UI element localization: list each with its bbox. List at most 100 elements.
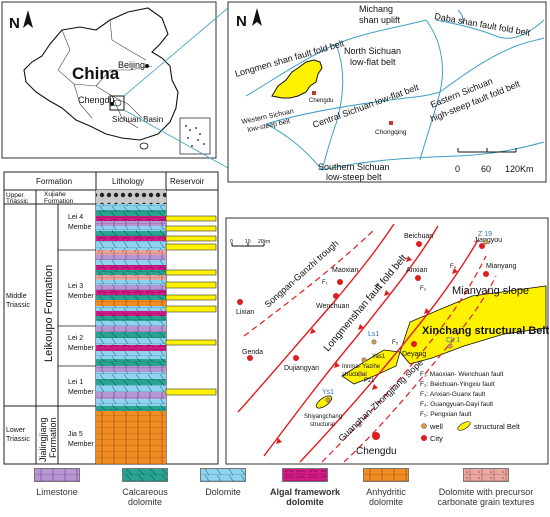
header-formation: Formation <box>36 177 72 186</box>
deyang-label: Deyang <box>402 351 426 358</box>
lithology-legend: Limestone Calcareous dolomite Dolomite A… <box>0 468 550 517</box>
detail-scale-10: 10 <box>245 239 251 245</box>
north-sichuan-label-2: low-flat belt <box>350 57 396 67</box>
sichuan-basin-box <box>109 95 125 111</box>
north-sichuan-label-1: North Sichuan <box>344 46 401 56</box>
xinchang-belt <box>399 285 547 365</box>
study-area <box>271 59 323 99</box>
dolomite-swatch <box>200 468 247 483</box>
innma-label-1: Innma- Yazihe <box>342 364 381 370</box>
detail-scale-bar: 0 10 20km <box>230 239 270 247</box>
belt-boundaries <box>245 9 545 171</box>
legend-dolomite-label: Dolomite <box>205 487 241 497</box>
reservoir-bar <box>165 305 217 313</box>
reservoir-bar <box>165 215 217 222</box>
southern-sichuan-label-1: Southern Sichuan <box>318 162 390 172</box>
beichuan-label: Beichuan <box>404 233 433 240</box>
reservoir-bar <box>165 388 217 396</box>
detail-scale-0: 0 <box>230 239 233 245</box>
lower-triassic-label-1: Lower <box>6 427 26 434</box>
legend-anhydritic-dolomite: Anhydritic dolomite <box>354 468 418 507</box>
lower-triassic-label-2: Triassic <box>6 436 30 443</box>
hainan-island <box>139 142 149 150</box>
mianyang-slope-label: Mianyang slope <box>452 285 529 297</box>
well-ys1-label: Ys1 <box>322 389 334 396</box>
xinchang-label: Xinchang structural Belt <box>422 325 549 337</box>
basin-scale-120: 120Km <box>505 164 534 174</box>
chongqing-label: Chongqing <box>375 129 407 136</box>
legend-belt-label: structural Belt <box>474 422 521 431</box>
limestone-swatch <box>34 468 81 483</box>
lei4-label-1: Lei 4 <box>68 214 83 221</box>
shiyangchang-label-1: Shiyangchang <box>304 414 342 420</box>
basin-north-arrow-icon: N <box>236 8 262 30</box>
detail-chengdu-label: Chengdu <box>356 446 397 457</box>
legend-algal-framework: Algal framework dolomite <box>262 468 348 507</box>
wenchuan-label: Wenchuan <box>316 303 349 310</box>
michang-label-1: Michang <box>359 4 393 14</box>
header-reservoir: Reservoir <box>170 177 205 186</box>
innma-label-2: structural <box>342 372 367 378</box>
lixian-label: Lixian <box>236 309 254 316</box>
basin-map-panel: N Chengdu Chongqing Michang shan uplift … <box>227 1 547 183</box>
legend-precursor-label-2: carbonate grain textures <box>437 497 535 507</box>
legend-precursor-label-1: Dolomite with precursor <box>438 487 534 497</box>
reservoir-bar <box>165 339 217 346</box>
southern-sichuan-label-2: low-steep belt <box>326 172 382 182</box>
lei1-label-2: Member <box>68 389 94 396</box>
upper-triassic-label-1: Upper <box>6 192 25 199</box>
fault-legend-f5: F₅: Pengxian fault <box>420 411 472 418</box>
south-china-sea-inset <box>179 117 211 155</box>
precursor-swatch <box>463 468 510 483</box>
algal-swatch <box>282 468 329 483</box>
middle-triassic-label-2: Triassic <box>6 302 30 309</box>
fault-legend-f2: F₂: Beichuan-Yingxiu fault <box>420 381 495 388</box>
reservoir-bar <box>165 281 217 289</box>
fault-legend-f4: F₄: Guangyuan-Dayi fault <box>420 401 493 408</box>
upper-triassic-label-2: Triassic <box>6 198 29 205</box>
jia5-label-2: Member <box>68 441 94 448</box>
well-pz1-label: Pz1 <box>364 378 375 384</box>
lei2-label-1: Lei 2 <box>68 335 83 342</box>
china-outline <box>23 7 179 141</box>
mianyang-label: Mianyang <box>486 263 516 270</box>
legend-calcareous-label-1: Calcareous <box>122 487 168 497</box>
dujiangyan-label: Dujiangyan <box>284 365 319 372</box>
china-label: China <box>72 64 120 83</box>
fault-mark-f1: F₁ <box>322 280 328 286</box>
fault-teeth <box>276 256 458 444</box>
michang-label-2: shan uplift <box>359 15 401 25</box>
basin-chengdu-label: Chengdu <box>309 98 333 104</box>
legend-precursor-dolomite: Dolomite with precursor carbonate grain … <box>426 468 546 507</box>
basin-north-label: N <box>236 13 247 30</box>
legend-limestone-label: Limestone <box>36 487 78 497</box>
reservoir-bar <box>165 243 217 251</box>
sichuan-basin-label: Sichuan Basin <box>112 115 163 124</box>
legend-belt-icon <box>457 421 471 431</box>
china-map-panel: N China Beijing Chengdu Sichuan Basin <box>1 1 217 159</box>
lei3-label-1: Lei 3 <box>68 283 83 290</box>
beijing-dot <box>145 64 149 68</box>
legend-limestone: Limestone <box>22 468 92 497</box>
strat-column-panel: Formation Lithology Reservoir Upper Tria… <box>3 171 219 465</box>
legend-anhydritic-label-1: Anhydritic <box>366 487 406 497</box>
legend-algal-label-1: Algal framework <box>269 487 341 497</box>
well-markers <box>325 239 489 403</box>
shiyangchang-label-2: structural <box>310 422 335 428</box>
leikoupo-label: Leikoupo Formation <box>43 265 55 362</box>
fault-mark-f5: F₅ <box>392 340 399 346</box>
well-yas1-label: Yas1 <box>372 354 386 360</box>
legend-dolomite: Dolomite <box>188 468 258 497</box>
chengdu-label: Chengdu <box>78 95 115 105</box>
well-ls1-label: Ls1 <box>368 331 379 338</box>
beijing-label: Beijing <box>118 60 145 70</box>
north-arrow-label: N <box>9 15 20 32</box>
basin-scale-0: 0 <box>455 164 460 174</box>
jia5-label-1: Jia 5 <box>68 431 83 438</box>
lei1-label-1: Lei 1 <box>68 379 83 386</box>
detail-map-panel: 0 10 20km Songpan-Ganzhi trough Longmens… <box>225 217 549 465</box>
well-z19-label: Z 19 <box>478 231 492 238</box>
header-lithology: Lithology <box>112 177 144 186</box>
innma-belt <box>341 349 401 385</box>
